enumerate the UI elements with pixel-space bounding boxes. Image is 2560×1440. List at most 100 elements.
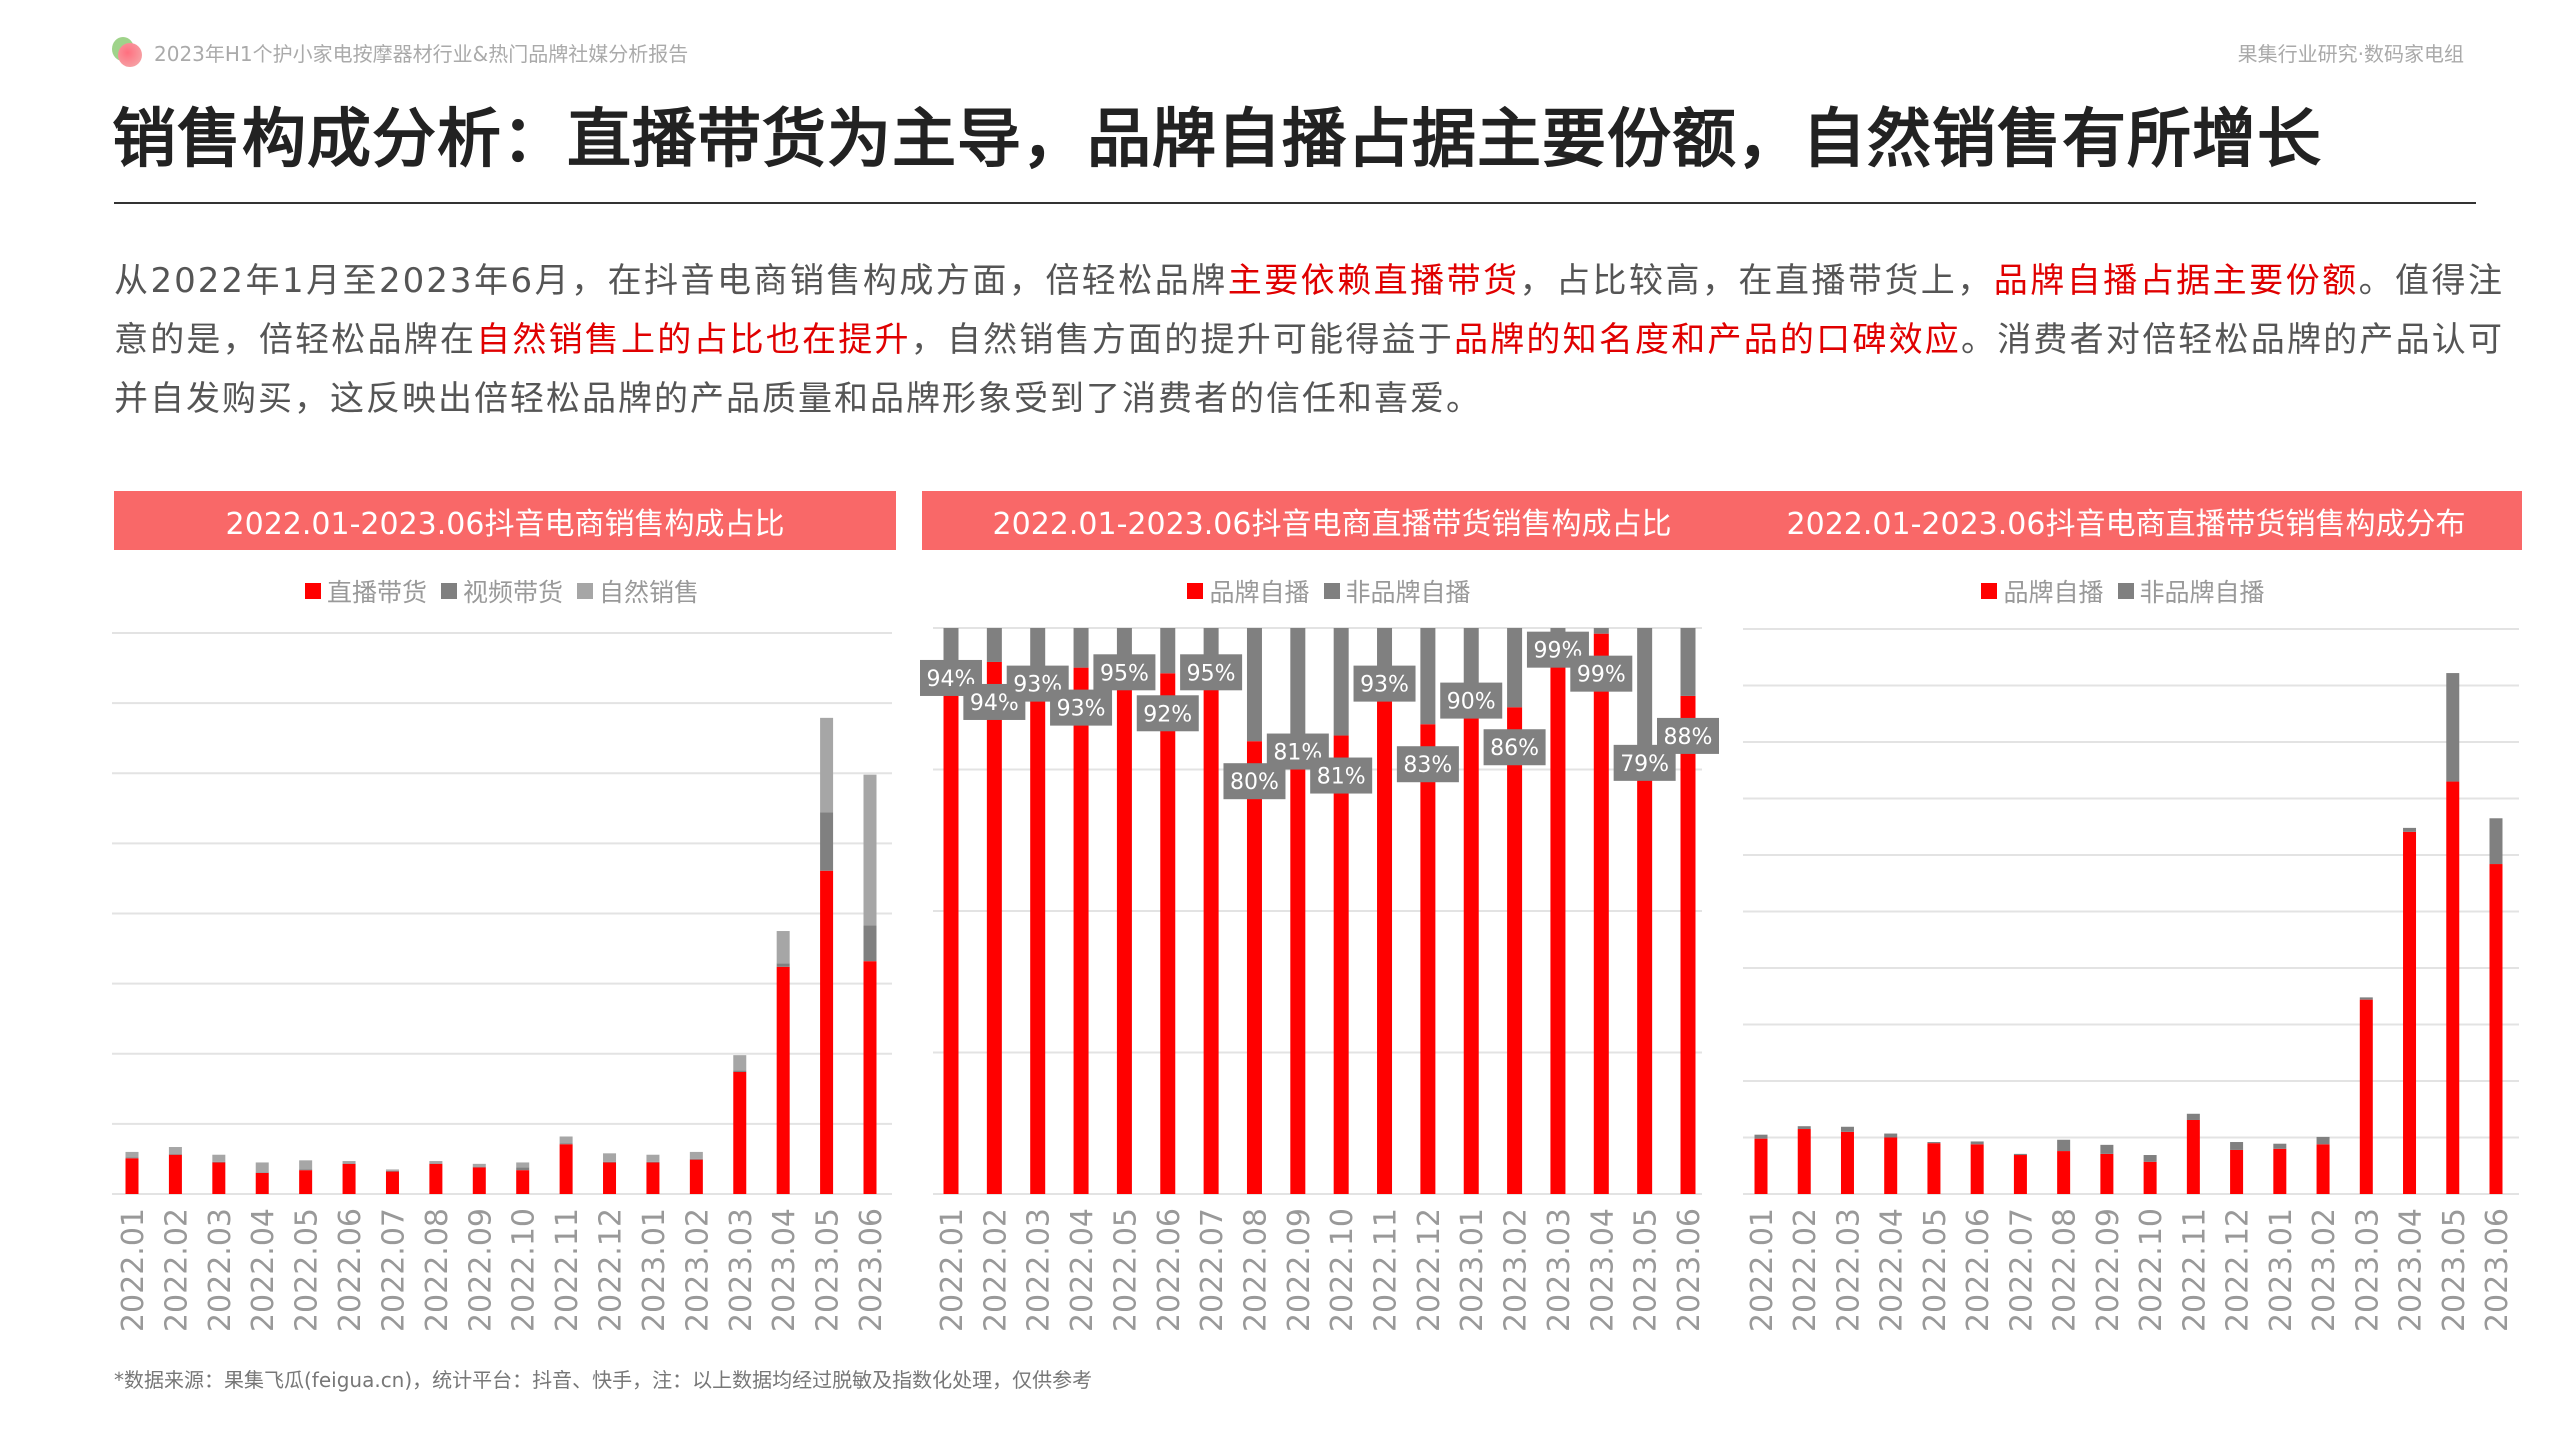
bar-segment [168,1154,182,1155]
x-tick-label: 2022.09 [463,1208,498,1332]
chart1-legend: 直播带货 视频带货 自然销售 [114,573,896,609]
bar-segment [1637,628,1653,747]
paragraph-text: 。值得注意的是，倍轻松品牌在 [114,261,2505,360]
bar-segment [212,1162,226,1194]
x-tick-label: 2022.07 [1195,1208,1230,1332]
bar-segment [1970,1144,1984,1194]
bar-segment [429,1163,443,1194]
chart2-legend: 品牌自播 非品牌自播 [922,573,1742,609]
x-tick-label: 2023.05 [2437,1208,2472,1332]
bar-segment [168,1147,182,1155]
legend-label: 直播带货 [326,578,427,607]
bar-segment [776,966,790,1194]
bar-segment [1593,633,1609,1194]
x-tick-label: 2023.04 [2394,1208,2429,1332]
title-divider [114,202,2476,204]
bar-segment [1333,628,1349,736]
x-tick-label: 2022.08 [2048,1208,2083,1332]
page-title: 销售构成分析：直播带货为主导，品牌自播占据主要份额，自然销售有所增长 [112,103,2322,177]
bar-segment [255,1172,269,1194]
bar-segment [1680,628,1696,696]
bar-segment [733,1055,747,1071]
x-tick-label: 2022.05 [1108,1208,1143,1332]
x-tick-label: 2022.11 [1369,1208,1404,1332]
chart3-title: 2022.01-2023.06抖音电商直播带货销售构成分布 [1730,491,2522,550]
bar-segment [943,661,959,1194]
bar-segment [1290,628,1306,736]
bar-segment [1840,1126,1854,1132]
chart1-title: 2022.01-2023.06抖音电商销售构成占比 [114,491,896,550]
x-tick-label: 2023.04 [1585,1208,1620,1332]
footnote: *数据来源：果集飞瓜(feigua.cn)，统计平台：抖音、快手，注：以上数据均… [114,1368,1093,1392]
bar-segment [299,1170,313,1194]
data-label-box [1657,717,1719,754]
bar-segment [2143,1155,2157,1162]
data-label: 95% [1100,661,1149,686]
x-tick-label: 2023.06 [2480,1208,2515,1332]
chart3-legend: 品牌自播 非品牌自播 [1730,573,2522,609]
x-tick-label: 2022.12 [2221,1208,2256,1332]
data-label-box [1180,654,1243,691]
bar-segment [646,1154,660,1162]
data-label: 99% [1577,663,1626,688]
x-tick-label: 2022.08 [1238,1208,1273,1332]
bar-segment [1203,628,1219,657]
bar-segment [820,812,834,871]
legend-label: 品牌自播 [1209,578,1310,607]
bar-segment [1246,741,1262,1194]
bar-segment [299,1169,313,1171]
x-tick-label: 2022.04 [1875,1208,1910,1332]
data-label-box [1440,682,1503,719]
bar-segment [472,1166,486,1168]
legend-swatch [304,583,321,599]
bar-segment [646,1162,660,1194]
bar-segment [2446,673,2460,782]
legend-swatch [1981,583,1998,599]
bar-segment [820,717,834,813]
bar-segment [1030,667,1046,1194]
bar-segment [342,1161,356,1164]
bar-segment [1797,1126,1811,1130]
bar-segment [1377,628,1393,668]
x-tick-label: 2023.06 [1672,1208,1707,1332]
bar-segment [2100,1153,2114,1194]
x-tick-label: 2022.02 [1788,1208,1823,1332]
bar-segment [1884,1137,1898,1194]
data-label-box [1483,729,1546,766]
data-label-box [1310,757,1373,794]
data-label-box [1136,695,1199,732]
bar-segment [1203,656,1219,1194]
bar-segment [1927,1142,1941,1144]
bar-segment [2446,781,2460,1194]
bar-segment [2186,1113,2200,1120]
x-tick-label: 2022.03 [1831,1208,1866,1332]
highlight-text: 自然销售上的占比也在提升 [476,320,911,360]
bar-segment [168,1154,182,1194]
bar-segment [1884,1133,1898,1138]
bar-segment [2057,1151,2071,1194]
bar-segment [1246,628,1262,742]
x-tick-label: 2022.04 [1065,1208,1100,1332]
x-tick-label: 2023.05 [811,1208,846,1332]
bar-segment [516,1167,530,1171]
data-label: 79% [1620,752,1669,777]
bar-segment [1550,628,1566,634]
legend-label: 品牌自播 [2003,578,2104,607]
x-tick-label: 2022.10 [2134,1208,2169,1332]
bar-segment [212,1161,226,1163]
bar-segment [820,870,834,1194]
bar-segment [1160,673,1176,1194]
bar-segment [1073,628,1089,668]
legend-swatch [577,583,593,599]
bar-segment [2273,1143,2287,1149]
bar-segment [863,961,877,1194]
legend-item: 直播带货 [304,573,427,609]
x-tick-label: 2022.04 [246,1208,281,1332]
bar-segment [689,1159,703,1194]
bar-segment [1970,1141,1984,1145]
x-tick-label: 2022.08 [420,1208,455,1332]
bar-segment [1116,656,1132,1194]
legend-label: 非品牌自播 [2139,578,2265,607]
bar-segment [1593,628,1609,634]
